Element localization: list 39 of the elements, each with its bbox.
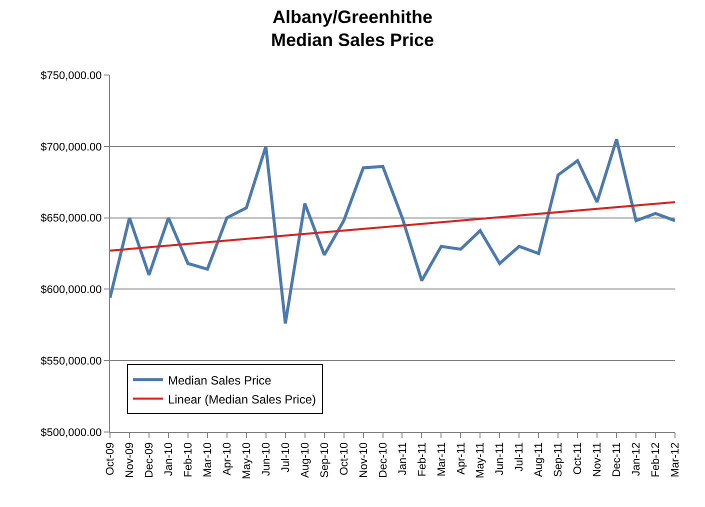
x-tick-label: Aug-10 [299, 442, 312, 478]
x-tick-label: Nov-11 [592, 442, 604, 478]
x-tick-label: May-10 [240, 442, 253, 480]
x-tick-label: Dec-11 [611, 442, 624, 478]
x-tick-label: May-11 [474, 442, 487, 478]
x-tick-label: Jul-11 [514, 442, 526, 472]
y-tick-label: $650,000.00 [40, 212, 102, 225]
x-tick-label: Feb-10 [182, 442, 195, 478]
x-tick-label: Feb-11 [416, 442, 428, 476]
x-tick-label: Mar-11 [436, 442, 448, 476]
x-tick-label: Dec-10 [377, 442, 390, 478]
x-tick-label: Jun-11 [494, 442, 506, 476]
x-tick-label: Nov-09 [124, 442, 136, 478]
x-tick-label: Apr-10 [221, 442, 234, 476]
x-tick-label: Apr-11 [455, 442, 468, 475]
chart-title: Albany/Greenhithe Median Sales Price [270, 6, 434, 50]
x-tick-label: Jul-10 [280, 442, 292, 472]
legend-label: Linear (Median Sales Price) [168, 392, 316, 406]
y-tick-label: $750,000.00 [40, 70, 102, 82]
x-tick-label: Feb-12 [650, 442, 662, 478]
y-tick-label: $700,000.00 [40, 141, 102, 154]
x-tick-label: Nov-10 [358, 442, 370, 478]
x-tick-label: Oct-11 [572, 442, 584, 475]
x-tick-label: Mar-12 [670, 442, 682, 478]
x-tick-label: Jun-10 [260, 442, 272, 476]
x-tick-label: Oct-09 [104, 442, 117, 476]
x-tick-label: Sep-11 [552, 442, 565, 478]
x-tick-label: Mar-10 [202, 442, 214, 478]
x-tick-label: Dec-09 [144, 442, 156, 478]
y-tick-label: $600,000.00 [40, 284, 102, 296]
x-tick-label: Oct-10 [338, 442, 350, 476]
x-tick-label: Jan-10 [163, 442, 176, 476]
x-tick-label: Aug-11 [533, 442, 546, 478]
x-tick-label: Jan-12 [630, 442, 643, 476]
legend-label: Median Sales Price [168, 373, 272, 388]
y-tick-label: $550,000.00 [40, 355, 102, 368]
x-tick-label: Jan-11 [396, 442, 409, 476]
y-tick-label: $500,000.00 [40, 426, 102, 439]
x-tick-label: Sep-10 [318, 442, 331, 478]
